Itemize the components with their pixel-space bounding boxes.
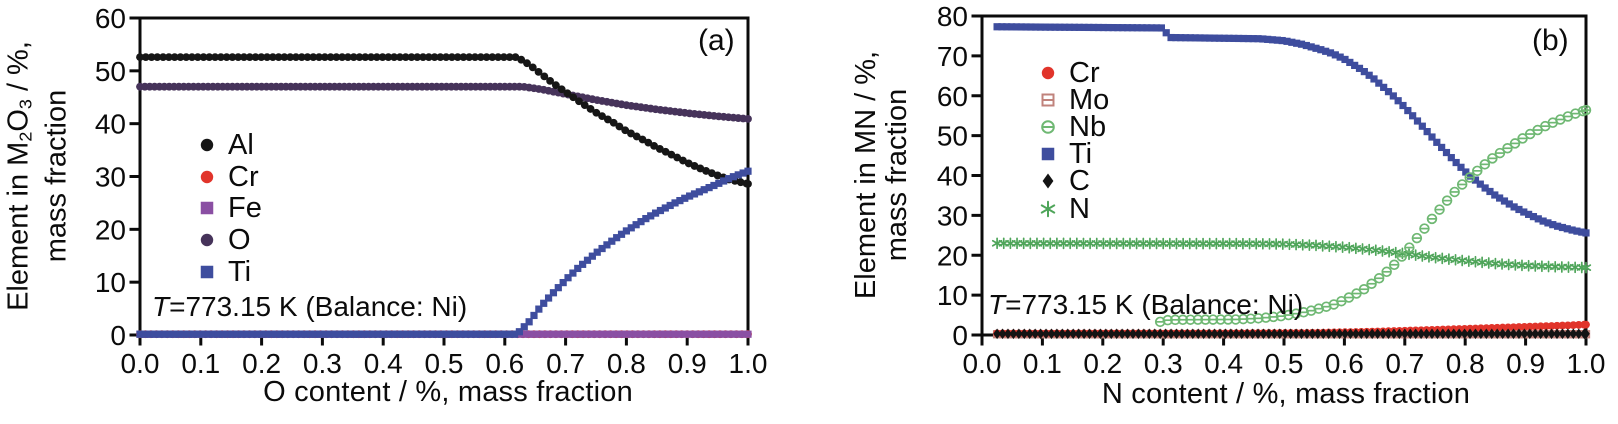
y-tick-label-a: 10: [95, 267, 126, 298]
y-tick-label-b: 60: [937, 81, 968, 112]
x-tick-label-b: 0.1: [1023, 348, 1062, 379]
x-tick-label-b: 0.7: [1385, 348, 1424, 379]
x-tick-label-a: 0.3: [303, 348, 342, 379]
axes-frame-b: [980, 14, 1588, 337]
x-tick-label-b: 0.6: [1325, 348, 1364, 379]
y-tick-label-b: 80: [937, 1, 968, 32]
x-tick-label-b: 0.3: [1144, 348, 1183, 379]
y-tick-label-b: 30: [937, 200, 968, 231]
y-tick-label-a: 50: [95, 56, 126, 87]
series-nb-b: [1154, 104, 1592, 328]
axis-ticks-a: 0.0 0.1 0.2 0.3 0.4 0.5 0.6 0.7 0.8 0.9 1.0 0 10 20 30…: [95, 3, 768, 379]
x-tick-label-a: 0.8: [607, 348, 646, 379]
x-tick-label-a: 0.4: [364, 348, 403, 379]
y-tick-label-b: 0: [952, 320, 968, 351]
y-tick-label-b: 50: [937, 121, 968, 152]
y-tick-label-b: 70: [937, 41, 968, 72]
x-tick-label-b: 0.9: [1506, 348, 1545, 379]
y-tick-label-b: 20: [937, 240, 968, 271]
series-o-a: [136, 82, 752, 123]
x-tick-label-a: 1.0: [729, 348, 768, 379]
series-n-b: [991, 237, 1592, 274]
x-tick-label-a: 0.1: [181, 348, 220, 379]
x-tick-label-b: 1.0: [1567, 348, 1606, 379]
x-tick-label-a: 0.0: [121, 348, 160, 379]
axis-ticks-b: 0.0 0.1 0.2 0.3 0.4 0.5 0.6 0.7 0.8 0.9 1.0 0 10 20 30…: [937, 1, 1606, 379]
y-tick-label-a: 0: [110, 320, 126, 351]
y-tick-label-a: 30: [95, 162, 126, 193]
x-tick-label-b: 0.4: [1204, 348, 1243, 379]
x-tick-label-b: 0.0: [963, 348, 1002, 379]
x-tick-label-b: 0.2: [1083, 348, 1122, 379]
series-c-b: [993, 328, 1590, 340]
x-tick-label-b: 0.5: [1265, 348, 1304, 379]
x-tick-label-a: 0.2: [242, 348, 281, 379]
axes-frame-a: [138, 16, 750, 337]
y-tick-label-a: 40: [95, 109, 126, 140]
x-tick-label-a: 0.5: [425, 348, 464, 379]
x-tick-label-a: 0.9: [668, 348, 707, 379]
y-tick-label-a: 20: [95, 214, 126, 245]
y-tick-label-b: 40: [937, 161, 968, 192]
series-al-a: [136, 53, 752, 188]
x-tick-label-a: 0.7: [546, 348, 585, 379]
x-tick-label-b: 0.8: [1446, 348, 1485, 379]
series-ti-b: [993, 23, 1590, 237]
y-tick-label-a: 60: [95, 3, 126, 34]
y-tick-label-b: 10: [937, 280, 968, 311]
x-tick-label-a: 0.6: [485, 348, 524, 379]
series-ti-a: [136, 167, 752, 338]
